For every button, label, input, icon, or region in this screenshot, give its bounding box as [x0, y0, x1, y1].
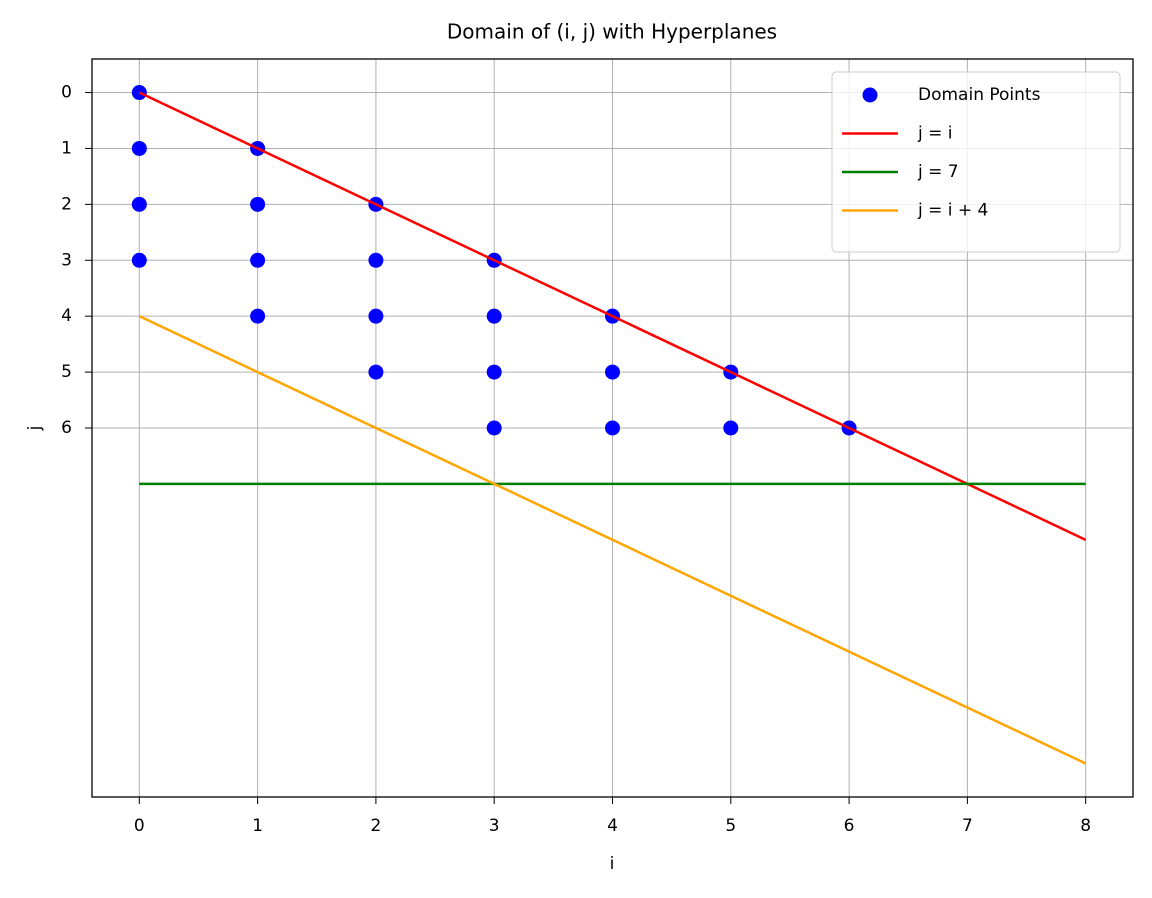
point — [368, 308, 384, 324]
point — [131, 140, 147, 156]
y-tick-label: 0 — [61, 83, 72, 103]
point — [486, 308, 502, 324]
x-tick-label: 4 — [607, 816, 618, 836]
x-tick-label: 1 — [252, 816, 263, 836]
x-tick-label: 2 — [370, 816, 381, 836]
y-tick-label: 1 — [61, 138, 72, 158]
x-tick-label: 8 — [1080, 816, 1091, 836]
x-tick-label: 6 — [844, 816, 855, 836]
point — [605, 364, 620, 380]
x-tick-label: 5 — [725, 816, 736, 836]
y-tick-label: 5 — [61, 362, 72, 382]
point — [605, 420, 620, 436]
point — [250, 252, 266, 268]
x-axis-label: i — [610, 854, 615, 874]
point — [368, 252, 384, 268]
plot-frame — [91, 58, 1134, 798]
point — [486, 420, 502, 436]
legend-marker — [862, 87, 878, 103]
y-axis-label: j — [25, 426, 45, 432]
legend-label: Domain Points — [918, 85, 1041, 105]
point — [131, 252, 147, 268]
legend-label: j = i + 4 — [917, 201, 988, 221]
x-tick-label: 7 — [962, 816, 973, 836]
line — [138, 315, 1087, 765]
legend-label: j = i — [917, 124, 953, 144]
y-tick-label: 4 — [61, 306, 72, 326]
chart-title: Domain of (i, j) with Hyperplanes — [447, 20, 777, 44]
legend-label: j = 7 — [917, 162, 959, 182]
x-tick-label: 3 — [489, 816, 500, 836]
point — [368, 364, 384, 380]
line — [138, 91, 1087, 541]
point — [486, 364, 502, 380]
y-tick-label: 2 — [61, 194, 72, 214]
point — [723, 420, 739, 436]
y-tick-label: 3 — [61, 250, 72, 270]
point — [131, 196, 147, 212]
point — [250, 308, 266, 324]
legend: Domain Points j = i j = 7 j = i + 4 — [831, 71, 1121, 253]
point — [250, 196, 266, 212]
legend-box — [831, 71, 1121, 253]
y-tick-label: 6 — [61, 418, 72, 438]
x-tick-label: 0 — [134, 816, 145, 836]
